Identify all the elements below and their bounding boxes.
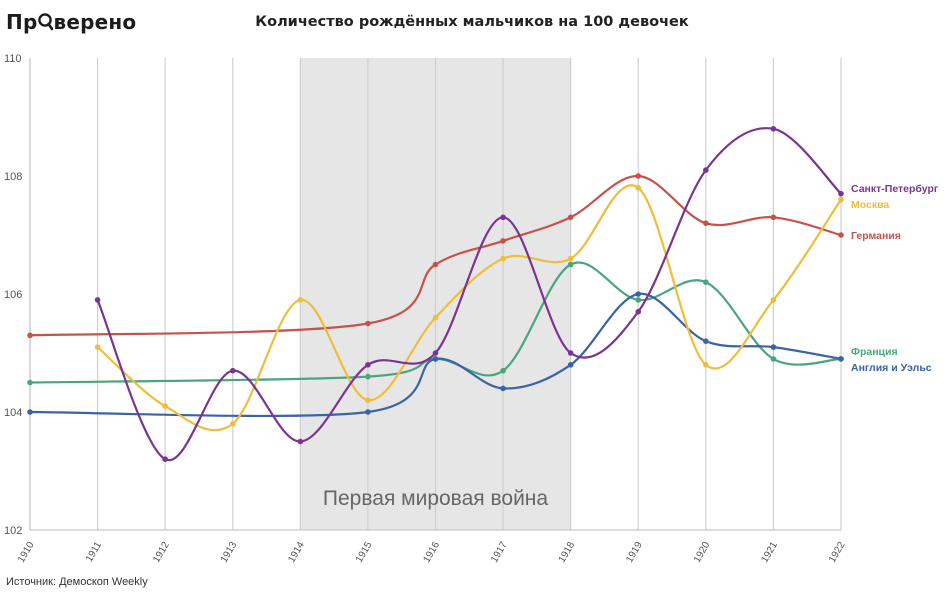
data-point <box>27 332 33 339</box>
series-end-label: Санкт-Петербург <box>851 183 939 195</box>
series-end-label: Франция <box>851 346 898 358</box>
data-point <box>94 297 101 303</box>
data-point <box>365 373 371 380</box>
data-point <box>567 261 574 268</box>
data-point <box>770 214 777 221</box>
data-point <box>432 350 439 356</box>
series-line <box>29 292 842 418</box>
x-tick-label: 1916 <box>421 540 442 565</box>
data-point <box>567 362 574 368</box>
series-line <box>29 174 842 337</box>
data-point <box>162 456 168 463</box>
series-group: Германия <box>27 173 901 339</box>
data-point <box>770 344 777 350</box>
y-tick-label: 106 <box>4 289 22 301</box>
data-point <box>635 173 642 179</box>
series-line <box>96 127 842 462</box>
data-point <box>703 338 709 345</box>
data-point <box>94 344 101 350</box>
series-line <box>29 261 842 384</box>
data-point <box>297 438 304 445</box>
logo-text-end: верено <box>53 10 137 34</box>
data-point <box>838 196 844 203</box>
data-point <box>297 297 304 303</box>
shaded-region-label: Первая мировая война <box>323 487 549 510</box>
data-point <box>635 291 642 297</box>
data-point <box>770 297 777 303</box>
y-tick-label: 108 <box>4 171 22 183</box>
data-point <box>365 409 371 415</box>
data-point <box>567 255 574 262</box>
data-point <box>432 261 439 268</box>
x-tick-label: 1912 <box>151 540 172 565</box>
series-end-label: Германия <box>851 230 901 242</box>
data-point <box>432 356 439 362</box>
data-point <box>635 297 642 303</box>
data-point <box>567 350 574 356</box>
x-tick-label: 1915 <box>354 540 375 565</box>
data-point <box>500 214 506 221</box>
data-point <box>500 385 506 392</box>
series-end-label: Москва <box>851 199 889 211</box>
data-point <box>432 314 439 321</box>
data-point <box>838 190 844 197</box>
logo-text-start: Пр <box>6 10 38 34</box>
chart-title: Количество рождённых мальчиков на 100 де… <box>255 14 689 30</box>
x-tick-label: 1910 <box>16 540 37 565</box>
data-point <box>365 320 371 327</box>
x-tick-label: 1920 <box>692 540 713 565</box>
x-tick-label: 1914 <box>286 540 307 565</box>
brand-logo: Пр верено <box>6 10 136 34</box>
x-tick-label: 1911 <box>84 540 104 565</box>
x-tick-label: 1922 <box>827 540 848 565</box>
data-point <box>500 367 506 374</box>
data-point <box>838 356 844 362</box>
data-point <box>635 308 642 315</box>
x-tick-label: 1913 <box>219 540 240 565</box>
x-tick-label: 1919 <box>624 540 645 565</box>
data-point <box>365 397 371 404</box>
data-point <box>770 126 777 132</box>
series-group: Санкт-Петербург <box>94 126 939 463</box>
data-point <box>27 379 33 386</box>
data-point <box>635 185 642 191</box>
data-point <box>567 214 574 221</box>
data-point <box>162 403 168 409</box>
data-point <box>27 409 33 415</box>
magnifier-icon <box>38 13 54 31</box>
data-point <box>703 167 709 173</box>
x-tick-label: 1918 <box>557 540 578 565</box>
data-point <box>703 279 709 286</box>
x-tick-label: 1921 <box>759 540 780 565</box>
data-point <box>703 362 709 368</box>
series-group: Англия и Уэльс <box>27 291 932 418</box>
series-end-label: Англия и Уэльс <box>851 362 932 374</box>
data-point <box>365 362 371 368</box>
data-point <box>229 421 236 427</box>
data-point <box>838 232 844 238</box>
y-tick-label: 110 <box>4 53 22 65</box>
data-point <box>229 367 236 374</box>
y-tick-label: 104 <box>4 407 22 419</box>
source-note: Источник: Демоскоп Weekly <box>6 576 148 588</box>
series-group: Москва <box>94 184 889 432</box>
x-tick-label: 1917 <box>489 540 510 565</box>
y-tick-label: 102 <box>4 525 22 537</box>
data-point <box>500 255 506 262</box>
data-point <box>703 220 709 226</box>
data-point <box>500 238 506 244</box>
data-point <box>770 356 777 362</box>
